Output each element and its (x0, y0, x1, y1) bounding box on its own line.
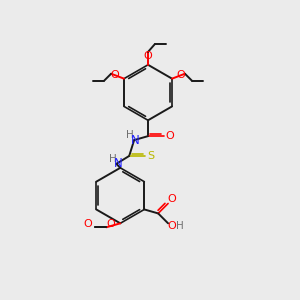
Text: O: O (83, 219, 92, 229)
Text: O: O (165, 131, 174, 141)
Text: O: O (111, 70, 119, 80)
Text: H: H (110, 154, 117, 164)
Text: H: H (176, 221, 184, 231)
Text: N: N (131, 134, 140, 147)
Text: O: O (177, 70, 185, 80)
Text: H: H (126, 130, 134, 140)
Text: O: O (144, 51, 152, 62)
Text: S: S (147, 151, 155, 161)
Text: N: N (114, 158, 123, 170)
Text: O: O (106, 219, 115, 229)
Text: O: O (168, 194, 176, 203)
Text: O: O (168, 221, 176, 231)
